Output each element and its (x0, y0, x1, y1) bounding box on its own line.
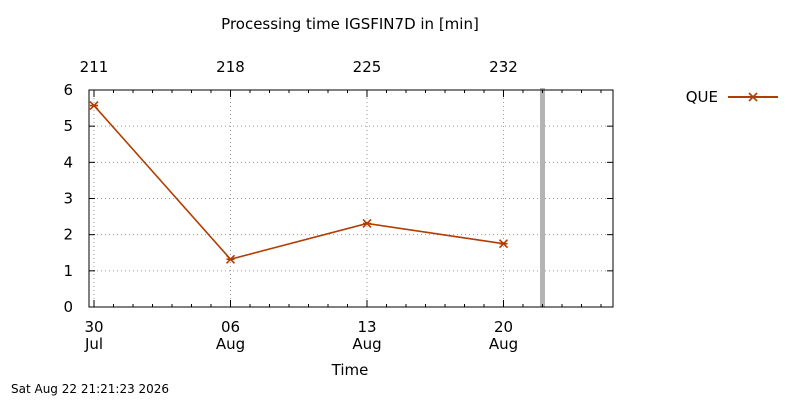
x-tick-label-day: 13 (357, 318, 376, 336)
x-tick-label-day: 20 (494, 318, 513, 336)
x-tick-label-month: Aug (216, 335, 245, 353)
x-tick-label-day: 06 (221, 318, 240, 336)
x-top-tick-label: 211 (80, 58, 109, 76)
generated-timestamp: Sat Aug 22 21:21:23 2026 (11, 382, 170, 396)
y-tick-label: 6 (63, 81, 73, 99)
marker-stroke (225, 254, 236, 264)
marker-stroke (498, 239, 509, 249)
legend: QUE (686, 88, 778, 106)
x-top-tick-label: 218 (216, 58, 245, 76)
current-time-marker (540, 88, 545, 307)
x-top-tick-label: 225 (353, 58, 382, 76)
y-tick-label: 0 (63, 298, 73, 316)
x-tick-label-month: Aug (489, 335, 518, 353)
data-point-que (498, 239, 509, 249)
y-tick-label: 4 (63, 153, 73, 171)
x-tick-label-month: Aug (352, 335, 381, 353)
marker-stroke (748, 92, 758, 102)
series-layer (89, 100, 509, 264)
y-tick-label: 5 (63, 117, 73, 135)
x-top-tick-label: 232 (489, 58, 518, 76)
y-axis: 0 1 2 3 4 5 6 (63, 81, 613, 316)
x-tick-label-month: Jul (84, 335, 103, 353)
current-time-bar (540, 88, 545, 307)
marker-stroke (89, 100, 99, 111)
plot-frame (88, 89, 614, 308)
chart-title: Processing time IGSFIN7D in [min] (221, 15, 479, 33)
data-point-que (225, 254, 236, 264)
y-tick-label: 1 (63, 262, 73, 280)
legend-marker-que (748, 92, 758, 102)
data-point-que (362, 218, 372, 229)
legend-marker-glyph (748, 92, 758, 102)
x-axis-label: Time (331, 361, 369, 379)
data-point-que (89, 100, 99, 111)
x-axis-top: 211 218 225 232 (80, 58, 602, 97)
x-tick-label-day: 30 (84, 318, 103, 336)
y-tick-label: 2 (63, 226, 73, 244)
y-tick-label: 3 (63, 190, 73, 208)
legend-label-que: QUE (686, 88, 718, 106)
series-line-que (93, 105, 504, 261)
marker-stroke (362, 218, 372, 229)
grid-lines (89, 90, 613, 307)
